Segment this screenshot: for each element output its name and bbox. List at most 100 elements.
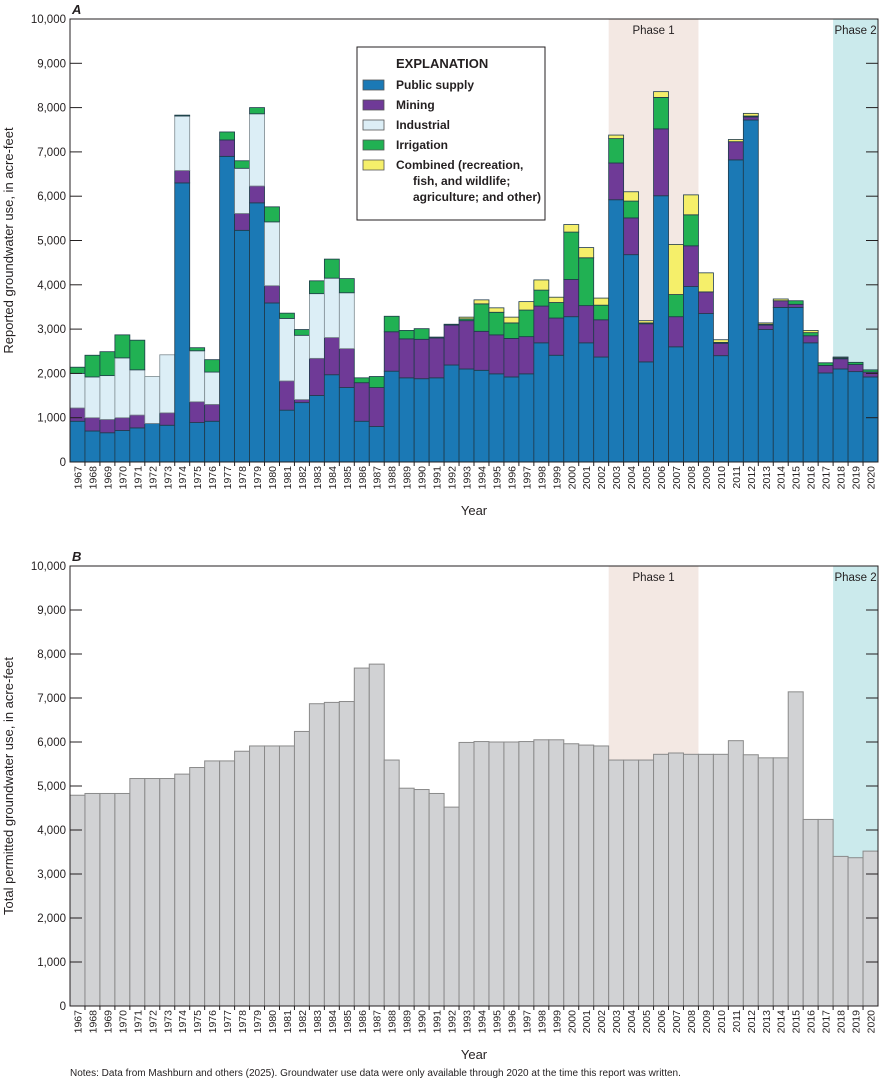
legend-label: Industrial (396, 118, 450, 132)
bar-public-1991 (428, 377, 445, 463)
y-tick-label: 2,000 (37, 913, 66, 925)
bar-public-2001 (578, 342, 595, 463)
legend-item: Mining (362, 98, 435, 112)
bar-public-1987 (368, 426, 385, 463)
bar-mining-1990 (413, 338, 430, 380)
bar-public-1969 (99, 432, 116, 463)
bar-1987 (368, 663, 385, 1007)
bar-irrigation-1986 (353, 377, 370, 384)
y-tick-label: 6,000 (37, 191, 66, 203)
bar-irrigation-2004 (623, 200, 639, 219)
y-tick-label: 8,000 (37, 649, 66, 661)
y-tick-label: 7,000 (37, 693, 66, 705)
bar-irrigation-1992 (443, 323, 460, 326)
bar-1992 (443, 806, 460, 1007)
bar-mining-1991 (428, 337, 445, 379)
bar-public-2002 (593, 356, 610, 463)
x-tick-label: 2005 (641, 466, 653, 490)
bar-irrigation-2008 (683, 214, 699, 247)
bar-public-1989 (398, 377, 415, 463)
x-tick-label: 1990 (417, 1010, 429, 1034)
bar-mining-1989 (398, 338, 415, 379)
bar-public-1980 (264, 302, 280, 463)
bar-mining-1982 (294, 399, 310, 404)
y-tick-label: 4,000 (37, 280, 66, 292)
bar-combined-2001 (578, 247, 595, 259)
bar-1996 (503, 741, 520, 1007)
x-tick-label: 1976 (207, 1010, 219, 1034)
x-tick-label: 1972 (147, 1010, 159, 1034)
bar-1991 (428, 792, 445, 1007)
bar-public-1988 (383, 370, 400, 463)
bar-mining-2008 (683, 245, 699, 287)
y-tick-label: 3,000 (37, 869, 66, 881)
bar-mining-1992 (443, 324, 460, 366)
x-tick-label: 1975 (192, 1010, 204, 1034)
bar-1981 (278, 745, 295, 1007)
bar-public-1978 (234, 229, 250, 463)
x-tick-label: 1996 (506, 1010, 518, 1034)
bar-mining-1999 (548, 317, 565, 356)
bar-irrigation-1985 (338, 278, 355, 294)
bar-public-2008 (683, 286, 699, 463)
x-tick-label: 2002 (596, 1010, 608, 1034)
legend-label: Public supply (396, 78, 474, 92)
x-tick-label: 1982 (297, 466, 309, 490)
bar-public-1974 (174, 182, 191, 463)
x-tick-label: 2000 (566, 466, 578, 490)
x-tick-label: 2003 (611, 1010, 623, 1034)
x-tick-label: 1971 (132, 466, 144, 490)
bar-mining-1986 (353, 382, 370, 422)
x-tick-label: 2002 (596, 466, 608, 490)
legend-item: Industrial (362, 118, 450, 132)
bar-1973 (159, 778, 176, 1007)
x-tick-label: 1985 (342, 1010, 354, 1034)
x-tick-label: 1989 (402, 466, 414, 490)
legend-title: EXPLANATION (396, 56, 488, 71)
x-tick-label: 1990 (417, 466, 429, 490)
bar-mining-2006 (653, 128, 669, 197)
bar-2005 (638, 759, 655, 1007)
x-tick-label: 2020 (866, 466, 878, 490)
y-tick-label: 3,000 (37, 324, 66, 336)
bar-1976 (204, 760, 221, 1007)
bar-irrigation-1976 (204, 359, 221, 373)
legend: EXPLANATION Public supply Mining Industrial… (356, 46, 546, 221)
bar-irrigation-2001 (578, 257, 595, 307)
legend-swatch (362, 99, 385, 111)
x-tick-label: 1973 (162, 1010, 174, 1034)
x-tick-label: 2013 (761, 1010, 773, 1034)
bar-irrigation-2016 (802, 332, 819, 337)
bar-public-1970 (114, 430, 131, 463)
bar-2011 (727, 740, 744, 1007)
bar-mining-2018 (832, 358, 849, 370)
x-tick-label: 1981 (282, 466, 294, 490)
x-axis-title: Year (461, 1047, 488, 1062)
bar-1967 (69, 794, 86, 1007)
bar-mining-1967 (69, 407, 86, 422)
bar-public-2012 (742, 119, 759, 463)
bar-public-1996 (503, 376, 520, 463)
bar-1983 (308, 703, 325, 1007)
bar-irrigation-1982 (294, 329, 310, 336)
bar-mining-2002 (593, 319, 610, 358)
x-tick-label: 2018 (836, 466, 848, 490)
bar-2007 (668, 752, 684, 1007)
bar-industrial-1985 (338, 292, 355, 349)
bar-2014 (772, 757, 789, 1007)
x-tick-label: 2006 (656, 1010, 668, 1034)
bar-irrigation-1997 (518, 309, 535, 338)
bar-mining-2019 (847, 364, 864, 373)
bar-combined-2009 (698, 272, 714, 293)
bar-combined-1999 (548, 296, 565, 303)
y-tick-label: 0 (60, 457, 66, 469)
bar-2016 (802, 818, 819, 1007)
legend-label: Mining (396, 98, 435, 112)
x-tick-label: 1994 (476, 466, 488, 490)
bar-1969 (99, 792, 116, 1007)
bar-1997 (518, 741, 535, 1007)
bar-irrigation-1984 (323, 258, 340, 279)
bar-mining-1994 (473, 330, 490, 371)
bar-1979 (249, 745, 266, 1007)
